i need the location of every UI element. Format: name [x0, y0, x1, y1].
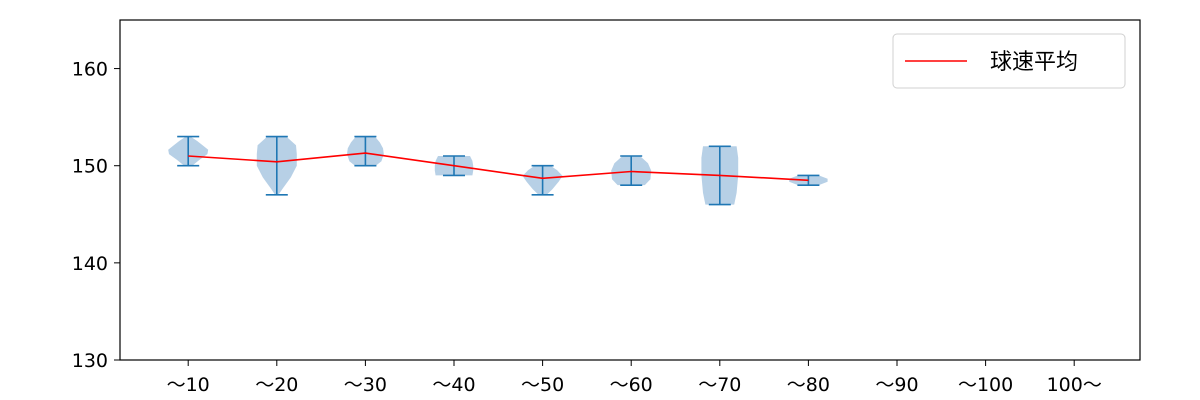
- legend-box: [892, 33, 1126, 89]
- x-tick-label: ～60: [610, 374, 653, 396]
- x-tick-label: ～80: [787, 374, 830, 396]
- x-tick-label: ～90: [875, 374, 918, 396]
- x-tick-label: ～10: [167, 374, 210, 396]
- x-tick-label: ～30: [344, 374, 387, 396]
- x-tick-label: ～40: [432, 374, 475, 396]
- x-axis: ～10 ～20 ～30 ～40 ～50 ～60 ～70 ～80 ～90 ～100 100～: [167, 360, 1102, 396]
- x-tick-label: ～20: [255, 374, 298, 396]
- violin-group: [168, 135, 828, 206]
- y-tick-label: 130: [72, 350, 108, 372]
- mean-speed-line: [188, 152, 809, 182]
- legend-label: 球速平均: [990, 50, 1078, 75]
- x-tick-label: 100～: [1047, 374, 1102, 396]
- y-tick-label: 160: [72, 59, 108, 81]
- x-tick-label: ～50: [521, 374, 564, 396]
- plot-frame: [119, 19, 1141, 361]
- mean-line-group: [188, 152, 809, 182]
- y-tick-label: 150: [72, 156, 108, 178]
- legend: 球速平均: [892, 33, 1126, 89]
- x-tick-label: ～100: [958, 374, 1013, 396]
- x-tick-label: ～70: [698, 374, 741, 396]
- y-tick-label: 140: [72, 253, 108, 275]
- y-axis: 130 140 150 160: [72, 59, 120, 372]
